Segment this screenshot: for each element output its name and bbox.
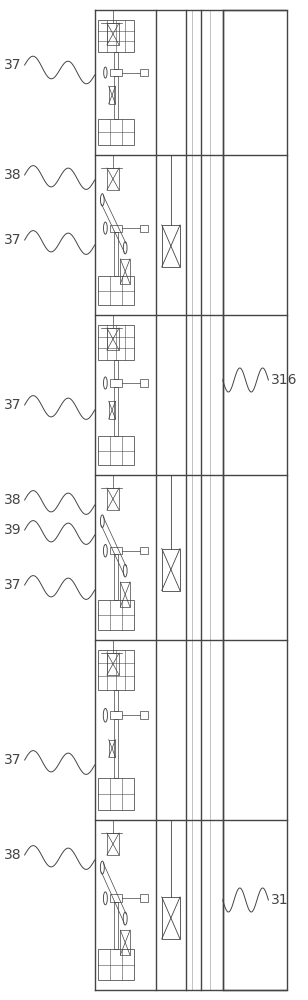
Text: 37: 37 [4, 753, 22, 767]
Text: 38: 38 [4, 493, 22, 507]
Text: 38: 38 [4, 168, 22, 182]
Bar [114, 52, 119, 69]
Bar [107, 833, 119, 855]
Bar [110, 69, 122, 76]
Bar [110, 379, 122, 387]
Bar [107, 23, 119, 45]
Bar [98, 949, 134, 980]
Bar [140, 69, 148, 76]
Text: 37: 37 [4, 233, 22, 247]
Text: 37: 37 [4, 398, 22, 412]
Bar [114, 902, 119, 949]
Bar [114, 554, 119, 600]
Bar [98, 119, 134, 145]
Bar [110, 225, 122, 232]
Bar [114, 719, 119, 778]
Bar [140, 547, 148, 554]
Text: 38: 38 [4, 848, 22, 862]
Bar [98, 276, 134, 305]
Bar [162, 548, 180, 590]
Text: 39: 39 [4, 523, 22, 537]
Bar [114, 232, 119, 276]
Text: 31: 31 [271, 893, 289, 907]
Bar [140, 379, 148, 387]
Bar [114, 360, 119, 379]
Bar [140, 894, 148, 902]
Bar [114, 76, 119, 119]
Bar [120, 930, 130, 955]
Bar [109, 740, 116, 757]
Bar [114, 387, 119, 436]
Bar [120, 259, 130, 284]
Bar [98, 650, 134, 690]
Bar [109, 86, 116, 104]
Bar [162, 897, 180, 939]
Bar [107, 328, 119, 350]
Text: 37: 37 [4, 578, 22, 592]
Bar [223, 10, 287, 990]
Bar [109, 401, 116, 419]
Text: 37: 37 [4, 58, 22, 72]
Bar [98, 778, 134, 810]
Bar [107, 488, 119, 510]
Bar [110, 711, 122, 719]
Bar [107, 168, 119, 190]
Bar [98, 600, 134, 630]
Bar [140, 225, 148, 232]
Bar [110, 547, 122, 554]
Bar [140, 711, 148, 719]
Bar [107, 653, 119, 675]
Bar [114, 690, 119, 711]
Bar [120, 582, 130, 607]
Text: 316: 316 [271, 373, 298, 387]
Bar [110, 894, 122, 902]
Bar [98, 436, 134, 465]
Bar [98, 325, 134, 360]
Bar [162, 225, 180, 267]
Bar [98, 20, 134, 52]
